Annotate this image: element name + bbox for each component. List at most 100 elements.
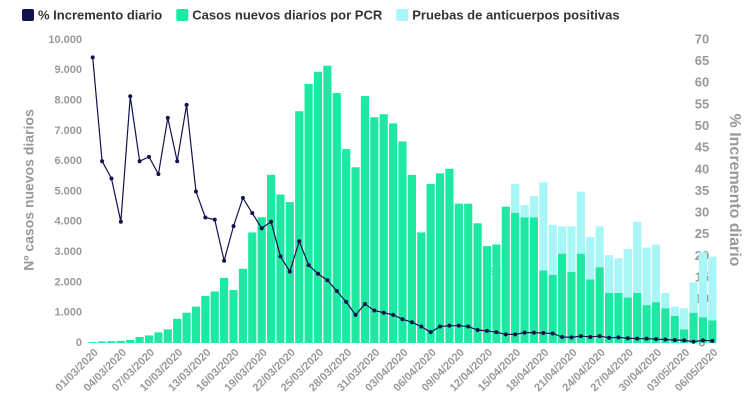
bar [708, 256, 717, 321]
y2-tick-label: 45 [695, 140, 709, 155]
line-point [428, 330, 433, 335]
legend-label: Pruebas de anticuerpos positivas [412, 7, 619, 22]
bar [154, 332, 163, 343]
line-point [400, 317, 405, 322]
y2-tick-label: 65 [695, 53, 709, 68]
bar [323, 65, 332, 343]
line-point [560, 334, 565, 339]
bar [586, 236, 595, 280]
bar [426, 183, 435, 343]
bar [135, 336, 144, 343]
bar [360, 96, 370, 344]
y-tick-label: 3.000 [54, 246, 82, 258]
legend-label: Casos nuevos diarios por PCR [192, 7, 383, 22]
line-point [269, 219, 274, 224]
bar [182, 312, 191, 343]
bar [698, 252, 708, 318]
line-point [419, 324, 424, 329]
bar [651, 244, 661, 303]
line-point [250, 211, 255, 216]
bar [379, 114, 388, 343]
bar [595, 226, 604, 268]
line-point [475, 328, 480, 333]
bar [548, 224, 557, 275]
y-tick-label: 8.000 [54, 95, 82, 107]
y2-tick-label: 30 [695, 205, 709, 220]
line-point [137, 159, 142, 164]
line-point [710, 338, 715, 343]
bar [473, 223, 482, 343]
legend-swatch [22, 9, 34, 21]
y2-tick-label: 35 [695, 183, 709, 198]
bar [604, 255, 614, 294]
line-point [484, 328, 489, 333]
bar [445, 168, 454, 343]
line-point [513, 332, 518, 337]
line-point [118, 219, 123, 224]
bar [97, 341, 107, 343]
y2-tick-label: 70 [695, 31, 709, 46]
y-tick-label: 4.000 [54, 216, 82, 228]
bar [126, 339, 135, 343]
y-axis-title: Nº casos nuevos diarios [21, 109, 37, 271]
bar [623, 249, 632, 298]
line-point [222, 258, 227, 263]
bar [633, 221, 642, 294]
bar [417, 232, 426, 343]
legend-swatch [176, 9, 189, 21]
y2-axis-title: % Incremento diario [726, 114, 743, 267]
y2-tick-label: 50 [695, 118, 709, 133]
bar [661, 308, 670, 343]
bar [389, 123, 398, 343]
line-point [297, 239, 302, 244]
line-point [635, 336, 640, 341]
bar [464, 203, 473, 343]
bar [680, 308, 689, 330]
line-point [156, 172, 161, 177]
line-point [578, 334, 583, 339]
line-point [128, 94, 133, 99]
bar [492, 244, 501, 343]
bar [257, 217, 266, 343]
bar [520, 217, 529, 343]
bar [276, 194, 285, 343]
line-point [381, 310, 386, 315]
bar [501, 206, 510, 343]
line-point [165, 115, 170, 120]
line-point [259, 226, 264, 231]
line-point [391, 312, 396, 317]
bar [539, 270, 548, 343]
y-tick-label: 5.000 [54, 185, 82, 197]
line-point [644, 336, 649, 341]
line-point [494, 330, 499, 335]
bar [567, 271, 576, 343]
bar [220, 277, 229, 343]
line-point [344, 299, 349, 304]
y-tick-label: 2.000 [54, 276, 82, 288]
line-point [682, 338, 687, 343]
bar [670, 306, 679, 316]
bar [529, 217, 539, 343]
bar [614, 258, 623, 294]
line-point [325, 278, 330, 283]
line-point [147, 154, 152, 159]
bar [604, 293, 614, 343]
line-point [362, 302, 367, 307]
bar [595, 267, 604, 343]
bar [689, 312, 698, 343]
line-point [334, 289, 339, 294]
bar [435, 173, 445, 343]
bar [370, 117, 379, 343]
line-point [700, 338, 705, 343]
bar [567, 226, 576, 272]
line-point [90, 55, 95, 60]
line-point [691, 339, 696, 344]
bar [651, 302, 661, 343]
line-point [438, 324, 443, 329]
bar [144, 335, 154, 343]
bar [351, 167, 360, 343]
line-point [541, 331, 546, 336]
bar [520, 205, 529, 218]
bar [201, 296, 210, 343]
